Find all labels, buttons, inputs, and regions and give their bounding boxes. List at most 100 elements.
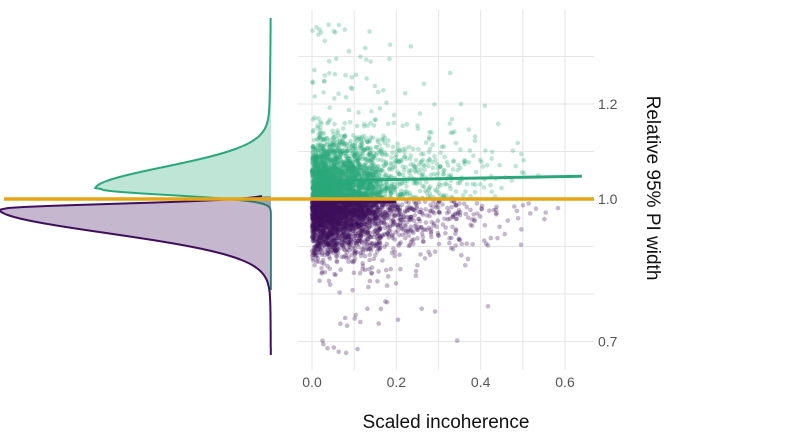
scatter-point — [318, 189, 324, 194]
scatter-point — [363, 171, 369, 176]
scatter-point — [332, 164, 338, 170]
scatter-point — [316, 191, 321, 197]
scatter-point — [314, 183, 319, 188]
scatter-point — [327, 167, 333, 172]
scatter-point — [351, 164, 357, 170]
scatter-point — [330, 147, 336, 152]
scatter-point — [324, 168, 330, 174]
scatter-point — [408, 162, 414, 167]
scatter-point — [450, 130, 455, 136]
scatter-point — [415, 126, 421, 132]
scatter-point — [334, 56, 339, 62]
scatter-point — [323, 191, 329, 197]
scatter-point — [361, 183, 367, 189]
scatter-point — [335, 168, 341, 174]
scatter-point — [332, 181, 338, 186]
scatter-point — [426, 225, 432, 231]
scatter-point — [343, 145, 348, 151]
scatter-point — [319, 169, 325, 174]
scatter-point — [324, 184, 329, 190]
scatter-point — [331, 191, 336, 197]
scatter-point — [331, 185, 337, 190]
scatter-point — [321, 186, 326, 192]
scatter-point — [393, 160, 399, 166]
scatter-point — [339, 242, 344, 248]
scatter-point — [333, 30, 338, 35]
scatter-point — [321, 166, 326, 172]
scatter-point — [314, 174, 319, 180]
scatter-point — [322, 190, 327, 196]
scatter-point — [324, 170, 330, 176]
scatter-point — [334, 173, 340, 178]
scatter-point — [361, 133, 367, 139]
scatter-point — [343, 192, 348, 198]
scatter-point — [320, 164, 326, 169]
scatter-point — [359, 140, 365, 146]
scatter-point — [353, 163, 358, 169]
scatter-point — [393, 154, 398, 160]
scatter-point — [436, 181, 442, 187]
scatter-point — [373, 184, 379, 189]
scatter-point — [320, 338, 325, 344]
scatter-point — [348, 138, 353, 144]
scatter-point — [462, 158, 467, 163]
scatter-point — [353, 158, 359, 163]
scatter-point — [424, 180, 429, 185]
scatter-point — [373, 214, 379, 220]
scatter-point — [316, 175, 321, 180]
scatter-point — [345, 155, 351, 161]
scatter-point — [349, 86, 355, 92]
scatter-point — [464, 181, 470, 187]
scatter-point — [481, 185, 487, 190]
scatter-point — [335, 172, 341, 178]
scatter-point — [361, 123, 367, 129]
scatter-point — [341, 184, 347, 189]
scatter-point — [310, 184, 316, 190]
scatter-point — [325, 181, 331, 186]
scatter-point — [416, 224, 422, 230]
scatter-point — [315, 160, 320, 165]
scatter-point — [373, 152, 379, 157]
scatter-point — [351, 183, 357, 189]
scatter-point — [339, 169, 345, 175]
scatter-point — [370, 185, 375, 191]
scatter-point — [470, 241, 476, 247]
scatter-point — [321, 183, 327, 188]
scatter-point — [317, 191, 323, 196]
scatter-point — [417, 188, 423, 194]
scatter-point — [320, 257, 326, 263]
scatter-point — [331, 164, 336, 169]
scatter-point — [312, 162, 318, 168]
scatter-point — [339, 184, 345, 190]
scatter-point — [393, 281, 399, 286]
scatter-point — [346, 184, 352, 189]
scatter-point — [439, 182, 444, 188]
scatter-point — [356, 186, 362, 191]
scatter-point — [322, 163, 328, 168]
scatter-point — [333, 247, 338, 252]
scatter-point — [317, 184, 323, 190]
scatter-point — [390, 235, 396, 241]
scatter-point — [358, 190, 364, 195]
scatter-point — [320, 172, 326, 177]
scatter-point — [424, 190, 430, 195]
scatter-point — [311, 174, 316, 179]
scatter-point — [330, 157, 336, 163]
scatter-point — [366, 185, 371, 191]
scatter-point — [313, 184, 319, 190]
scatter-point — [322, 38, 328, 44]
scatter-point — [336, 22, 342, 28]
scatter-point — [399, 202, 405, 207]
scatter-point — [431, 171, 436, 177]
scatter-point — [373, 173, 379, 178]
scatter-point — [315, 168, 321, 174]
scatter-point — [337, 290, 342, 295]
scatter-point — [342, 133, 348, 138]
scatter-point — [392, 249, 398, 255]
scatter-point — [441, 144, 447, 149]
scatter-point — [424, 213, 430, 218]
scatter-point — [350, 169, 356, 174]
scatter-point — [320, 186, 326, 192]
scatter-point — [368, 187, 374, 193]
scatter-point — [401, 167, 407, 173]
